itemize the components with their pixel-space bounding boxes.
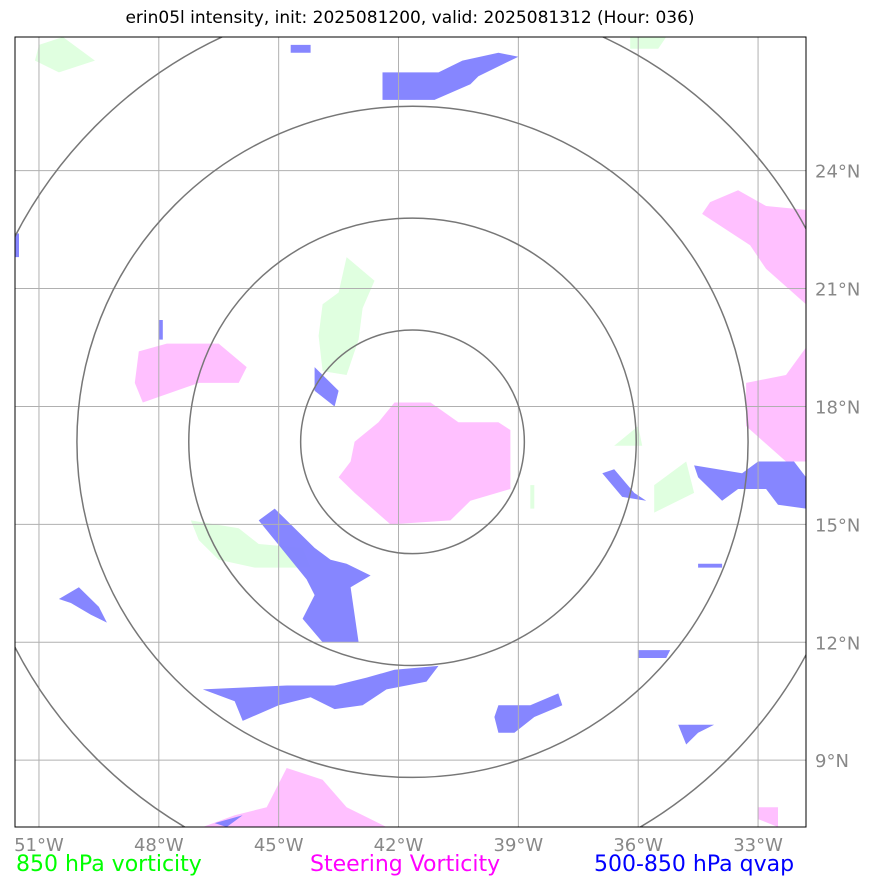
qvap-region (202, 665, 439, 721)
range-ring (299, 329, 526, 555)
steering-vorticity-region (702, 190, 806, 305)
chart-title: erin05l intensity, init: 2025081200, val… (125, 8, 695, 28)
qvap-region (494, 693, 563, 733)
y-tick-label: 21°N (815, 280, 860, 301)
qvap-region (694, 461, 806, 509)
qvap-region (15, 233, 19, 258)
vorticity-850-region (318, 257, 375, 375)
gridlines (15, 37, 806, 827)
range-ring (188, 217, 637, 667)
x-tick-label: 42°W (374, 835, 424, 856)
x-tick-label: 48°W (134, 835, 184, 856)
y-tick-label: 15°N (815, 515, 860, 536)
qvap-region (158, 320, 163, 340)
qvap-region (698, 563, 723, 568)
legend-steering-vorticity: Steering Vorticity (310, 852, 501, 877)
qvap-region (602, 469, 647, 501)
range-ring (76, 105, 749, 779)
steering-vorticity-region (338, 402, 511, 525)
range-rings (15, 37, 806, 827)
field-fills (15, 37, 806, 827)
vorticity-850-region (35, 37, 95, 73)
vorticity-850-region (630, 37, 667, 49)
vorticity-850-region (654, 461, 695, 513)
plot-frame (14, 36, 807, 828)
y-tick-label: 12°N (815, 633, 860, 654)
qvap-region (58, 587, 107, 623)
y-tick-label: 18°N (815, 397, 860, 418)
vorticity-850-region (614, 426, 643, 446)
steering-vorticity-region (134, 343, 247, 403)
legend-850-hpa-vorticity: 850 hPa vorticity (16, 852, 202, 877)
legend-qvap: 500-850 hPa qvap (594, 852, 795, 877)
qvap-region (678, 724, 715, 745)
x-tick-label: 36°W (613, 835, 663, 856)
y-tick-label: 9°N (815, 751, 849, 772)
x-tick-labels: 51°W 48°W 45°W 42°W 39°W 36°W 33°W (14, 835, 783, 856)
y-tick-label: 24°N (815, 162, 860, 183)
qvap-region (214, 815, 243, 827)
vorticity-850-region (530, 485, 535, 509)
x-tick-label: 39°W (494, 835, 544, 856)
qvap-region (258, 508, 371, 643)
x-tick-label: 45°W (254, 835, 304, 856)
qvap-region (290, 44, 311, 53)
qvap-region (382, 52, 519, 100)
steering-vorticity-region (758, 807, 778, 827)
x-tick-label: 51°W (14, 835, 64, 856)
x-tick-label: 33°W (733, 835, 783, 856)
y-tick-labels: 9°N 12°N 15°N 18°N 21°N 24°N (815, 162, 860, 773)
qvap-region (638, 650, 671, 658)
steering-vorticity-region (202, 768, 387, 827)
steering-vorticity-region (746, 347, 806, 462)
